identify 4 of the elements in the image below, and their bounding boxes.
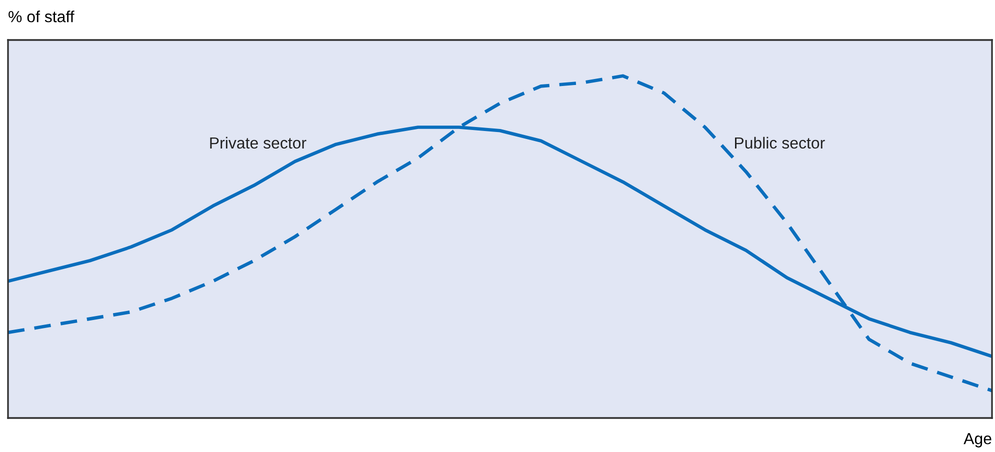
y-axis-title: % of staff xyxy=(8,10,74,22)
x-axis-title: Age xyxy=(964,433,992,448)
series-label: Private sector xyxy=(210,136,306,149)
series-label: Public sector xyxy=(735,136,825,149)
